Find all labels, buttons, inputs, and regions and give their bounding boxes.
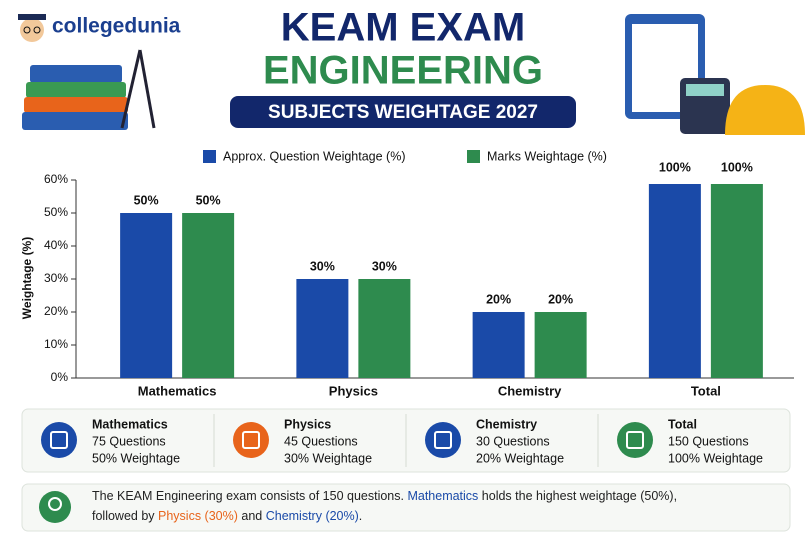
note-line: followed by Physics (30%) and Chemistry … <box>92 509 362 523</box>
card-weightage: 100% Weightage <box>668 451 763 465</box>
bar <box>182 213 235 378</box>
books-illustration <box>22 49 156 130</box>
card-questions: 150 Questions <box>668 434 749 448</box>
bar <box>534 312 587 378</box>
note-segment: Chemistry (20%) <box>266 509 359 523</box>
card-icon-glyph <box>434 431 452 449</box>
title-line1: KEAM EXAM <box>281 6 525 50</box>
logo-icon <box>18 14 46 42</box>
y-tick-label: 0% <box>51 370 69 384</box>
bars <box>120 184 763 378</box>
legend-label: Marks Weightage (%) <box>487 149 607 163</box>
note-segment: Physics (30%) <box>158 509 238 523</box>
note-segment: The KEAM Engineering exam consists of 15… <box>92 489 407 503</box>
legend-swatch <box>467 150 480 163</box>
x-tick-label: Total <box>691 383 721 398</box>
bar <box>472 312 525 378</box>
note-segment: . <box>359 509 362 523</box>
card-questions: 30 Questions <box>476 434 550 448</box>
plot: 0% 10% 20% 30% 40% 50% 60% Mathematics 50% 50% Phy… <box>44 160 794 398</box>
value-label: 50% <box>196 193 221 207</box>
bar <box>296 279 349 378</box>
card-name: Total <box>668 417 697 431</box>
card-icon-glyph <box>50 431 68 449</box>
card-icon <box>233 422 269 458</box>
y-tick-label: 50% <box>44 205 68 219</box>
card-icon-glyph <box>242 431 260 449</box>
bulb-icon <box>39 491 71 523</box>
value-label: 20% <box>548 292 573 306</box>
card-weightage: 30% Weightage <box>284 451 372 465</box>
x-tick-label: Mathematics <box>138 383 217 398</box>
note-segment: Mathematics <box>407 489 478 503</box>
card-icon-glyph <box>626 431 644 449</box>
note-line: The KEAM Engineering exam consists of 15… <box>92 489 677 503</box>
card-name: Mathematics <box>92 417 168 431</box>
bar <box>710 184 763 378</box>
subtitle: SUBJECTS WEIGHTAGE 2027 <box>268 102 538 123</box>
value-label: 30% <box>372 259 397 273</box>
value-label: 100% <box>721 160 753 174</box>
x-tick-label: Physics <box>329 383 378 398</box>
card-name: Physics <box>284 417 331 431</box>
y-tick-label: 10% <box>44 337 68 351</box>
clipboard-illustration <box>625 14 805 135</box>
value-label: 20% <box>486 292 511 306</box>
bar <box>648 184 701 378</box>
y-tick-label: 60% <box>44 172 68 186</box>
title-line2: ENGINEERING <box>263 49 543 93</box>
cards: Mathematics 75 Questions 50% Weightage Phys… <box>41 414 763 467</box>
card-name: Chemistry <box>476 417 537 431</box>
note: The KEAM Engineering exam consists of 15… <box>92 489 677 523</box>
value-label: 100% <box>659 160 691 174</box>
legend: Approx. Question Weightage (%) Marks Weig… <box>203 149 607 163</box>
note-panel <box>21 483 791 532</box>
legend-swatch <box>203 150 216 163</box>
note-segment: holds the highest weightage (50%), <box>478 489 677 503</box>
card-icon <box>41 422 77 458</box>
value-label: 30% <box>310 259 335 273</box>
value-label: 50% <box>134 193 159 207</box>
y-tick-label: 30% <box>44 271 68 285</box>
legend-label: Approx. Question Weightage (%) <box>223 149 406 163</box>
x-tick-label: Chemistry <box>498 383 562 398</box>
card-weightage: 20% Weightage <box>476 451 564 465</box>
card-questions: 45 Questions <box>284 434 358 448</box>
y-tick-label: 40% <box>44 238 68 252</box>
card-questions: 75 Questions <box>92 434 166 448</box>
y-tick-label: 20% <box>44 304 68 318</box>
note-segment: and <box>238 509 266 523</box>
bar <box>120 213 173 378</box>
card-icon <box>425 422 461 458</box>
note-segment: followed by <box>92 509 158 523</box>
y-axis-label: Weightage (%) <box>20 237 34 319</box>
card-weightage: 50% Weightage <box>92 451 180 465</box>
bar <box>358 279 411 378</box>
subtitle-banner <box>230 96 576 128</box>
card-icon <box>617 422 653 458</box>
logo: collegedunia <box>52 15 181 38</box>
bulb-glyph <box>48 497 62 511</box>
